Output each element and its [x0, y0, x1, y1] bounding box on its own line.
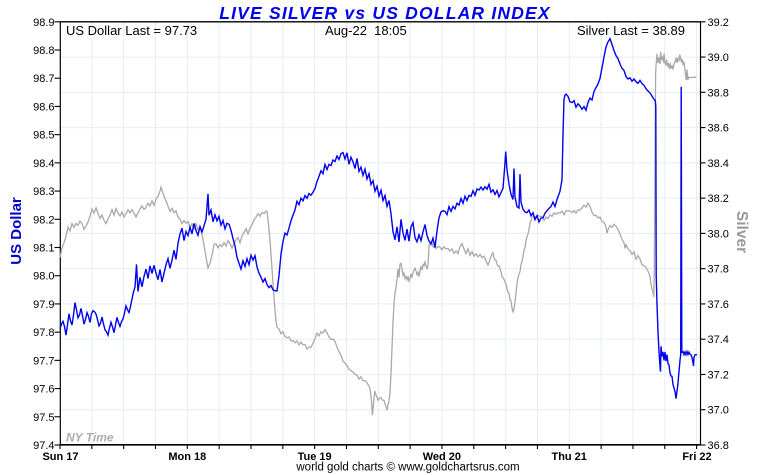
svg-text:37.2: 37.2 — [708, 369, 729, 381]
svg-text:38.0: 38.0 — [708, 228, 729, 240]
svg-text:97.4: 97.4 — [33, 440, 54, 452]
svg-text:Silver: Silver — [733, 211, 750, 253]
svg-text:98.2: 98.2 — [33, 214, 54, 226]
svg-text:Fri 22: Fri 22 — [682, 451, 711, 463]
svg-text:98.5: 98.5 — [33, 130, 54, 142]
svg-text:NY Time: NY Time — [66, 431, 114, 445]
svg-text:39.2: 39.2 — [708, 17, 729, 29]
svg-text:US Dollar: US Dollar — [8, 197, 25, 265]
svg-text:LIVE SILVER vs US DOLLAR INDEX: LIVE SILVER vs US DOLLAR INDEX — [219, 3, 551, 23]
svg-text:37.4: 37.4 — [708, 334, 729, 346]
svg-text:38.8: 38.8 — [708, 87, 729, 99]
svg-text:US Dollar Last = 97.73: US Dollar Last = 97.73 — [66, 23, 197, 38]
svg-text:Wed 20: Wed 20 — [423, 451, 461, 463]
svg-text:Tue 19: Tue 19 — [298, 451, 332, 463]
svg-text:98.8: 98.8 — [33, 45, 54, 57]
svg-text:98.7: 98.7 — [33, 73, 54, 85]
svg-text:37.0: 37.0 — [708, 405, 729, 417]
svg-text:Silver Last = 38.89: Silver Last = 38.89 — [577, 23, 685, 38]
svg-text:Aug-22 18:05: Aug-22 18:05 — [325, 23, 407, 38]
svg-text:39.0: 39.0 — [708, 52, 729, 64]
svg-text:Sun 17: Sun 17 — [42, 451, 78, 463]
svg-text:98.1: 98.1 — [33, 243, 54, 255]
svg-text:98.4: 98.4 — [33, 158, 54, 170]
svg-text:98.9: 98.9 — [33, 17, 54, 29]
svg-text:36.8: 36.8 — [708, 440, 729, 452]
svg-text:98.6: 98.6 — [33, 101, 54, 113]
svg-text:38.4: 38.4 — [708, 158, 729, 170]
svg-text:38.2: 38.2 — [708, 193, 729, 205]
svg-text:37.8: 37.8 — [708, 264, 729, 276]
svg-text:97.6: 97.6 — [33, 384, 54, 396]
svg-text:98.3: 98.3 — [33, 186, 54, 198]
svg-text:97.5: 97.5 — [33, 412, 54, 424]
svg-text:Mon 18: Mon 18 — [168, 451, 206, 463]
svg-text:97.8: 97.8 — [33, 327, 54, 339]
svg-text:Thu 21: Thu 21 — [551, 451, 586, 463]
svg-text:38.6: 38.6 — [708, 123, 729, 135]
svg-text:97.9: 97.9 — [33, 299, 54, 311]
svg-text:97.7: 97.7 — [33, 355, 54, 367]
svg-text:world gold charts © www.goldch: world gold charts © www.goldchartsrus.co… — [295, 462, 519, 474]
svg-text:37.6: 37.6 — [708, 299, 729, 311]
svg-text:98.0: 98.0 — [33, 271, 54, 283]
